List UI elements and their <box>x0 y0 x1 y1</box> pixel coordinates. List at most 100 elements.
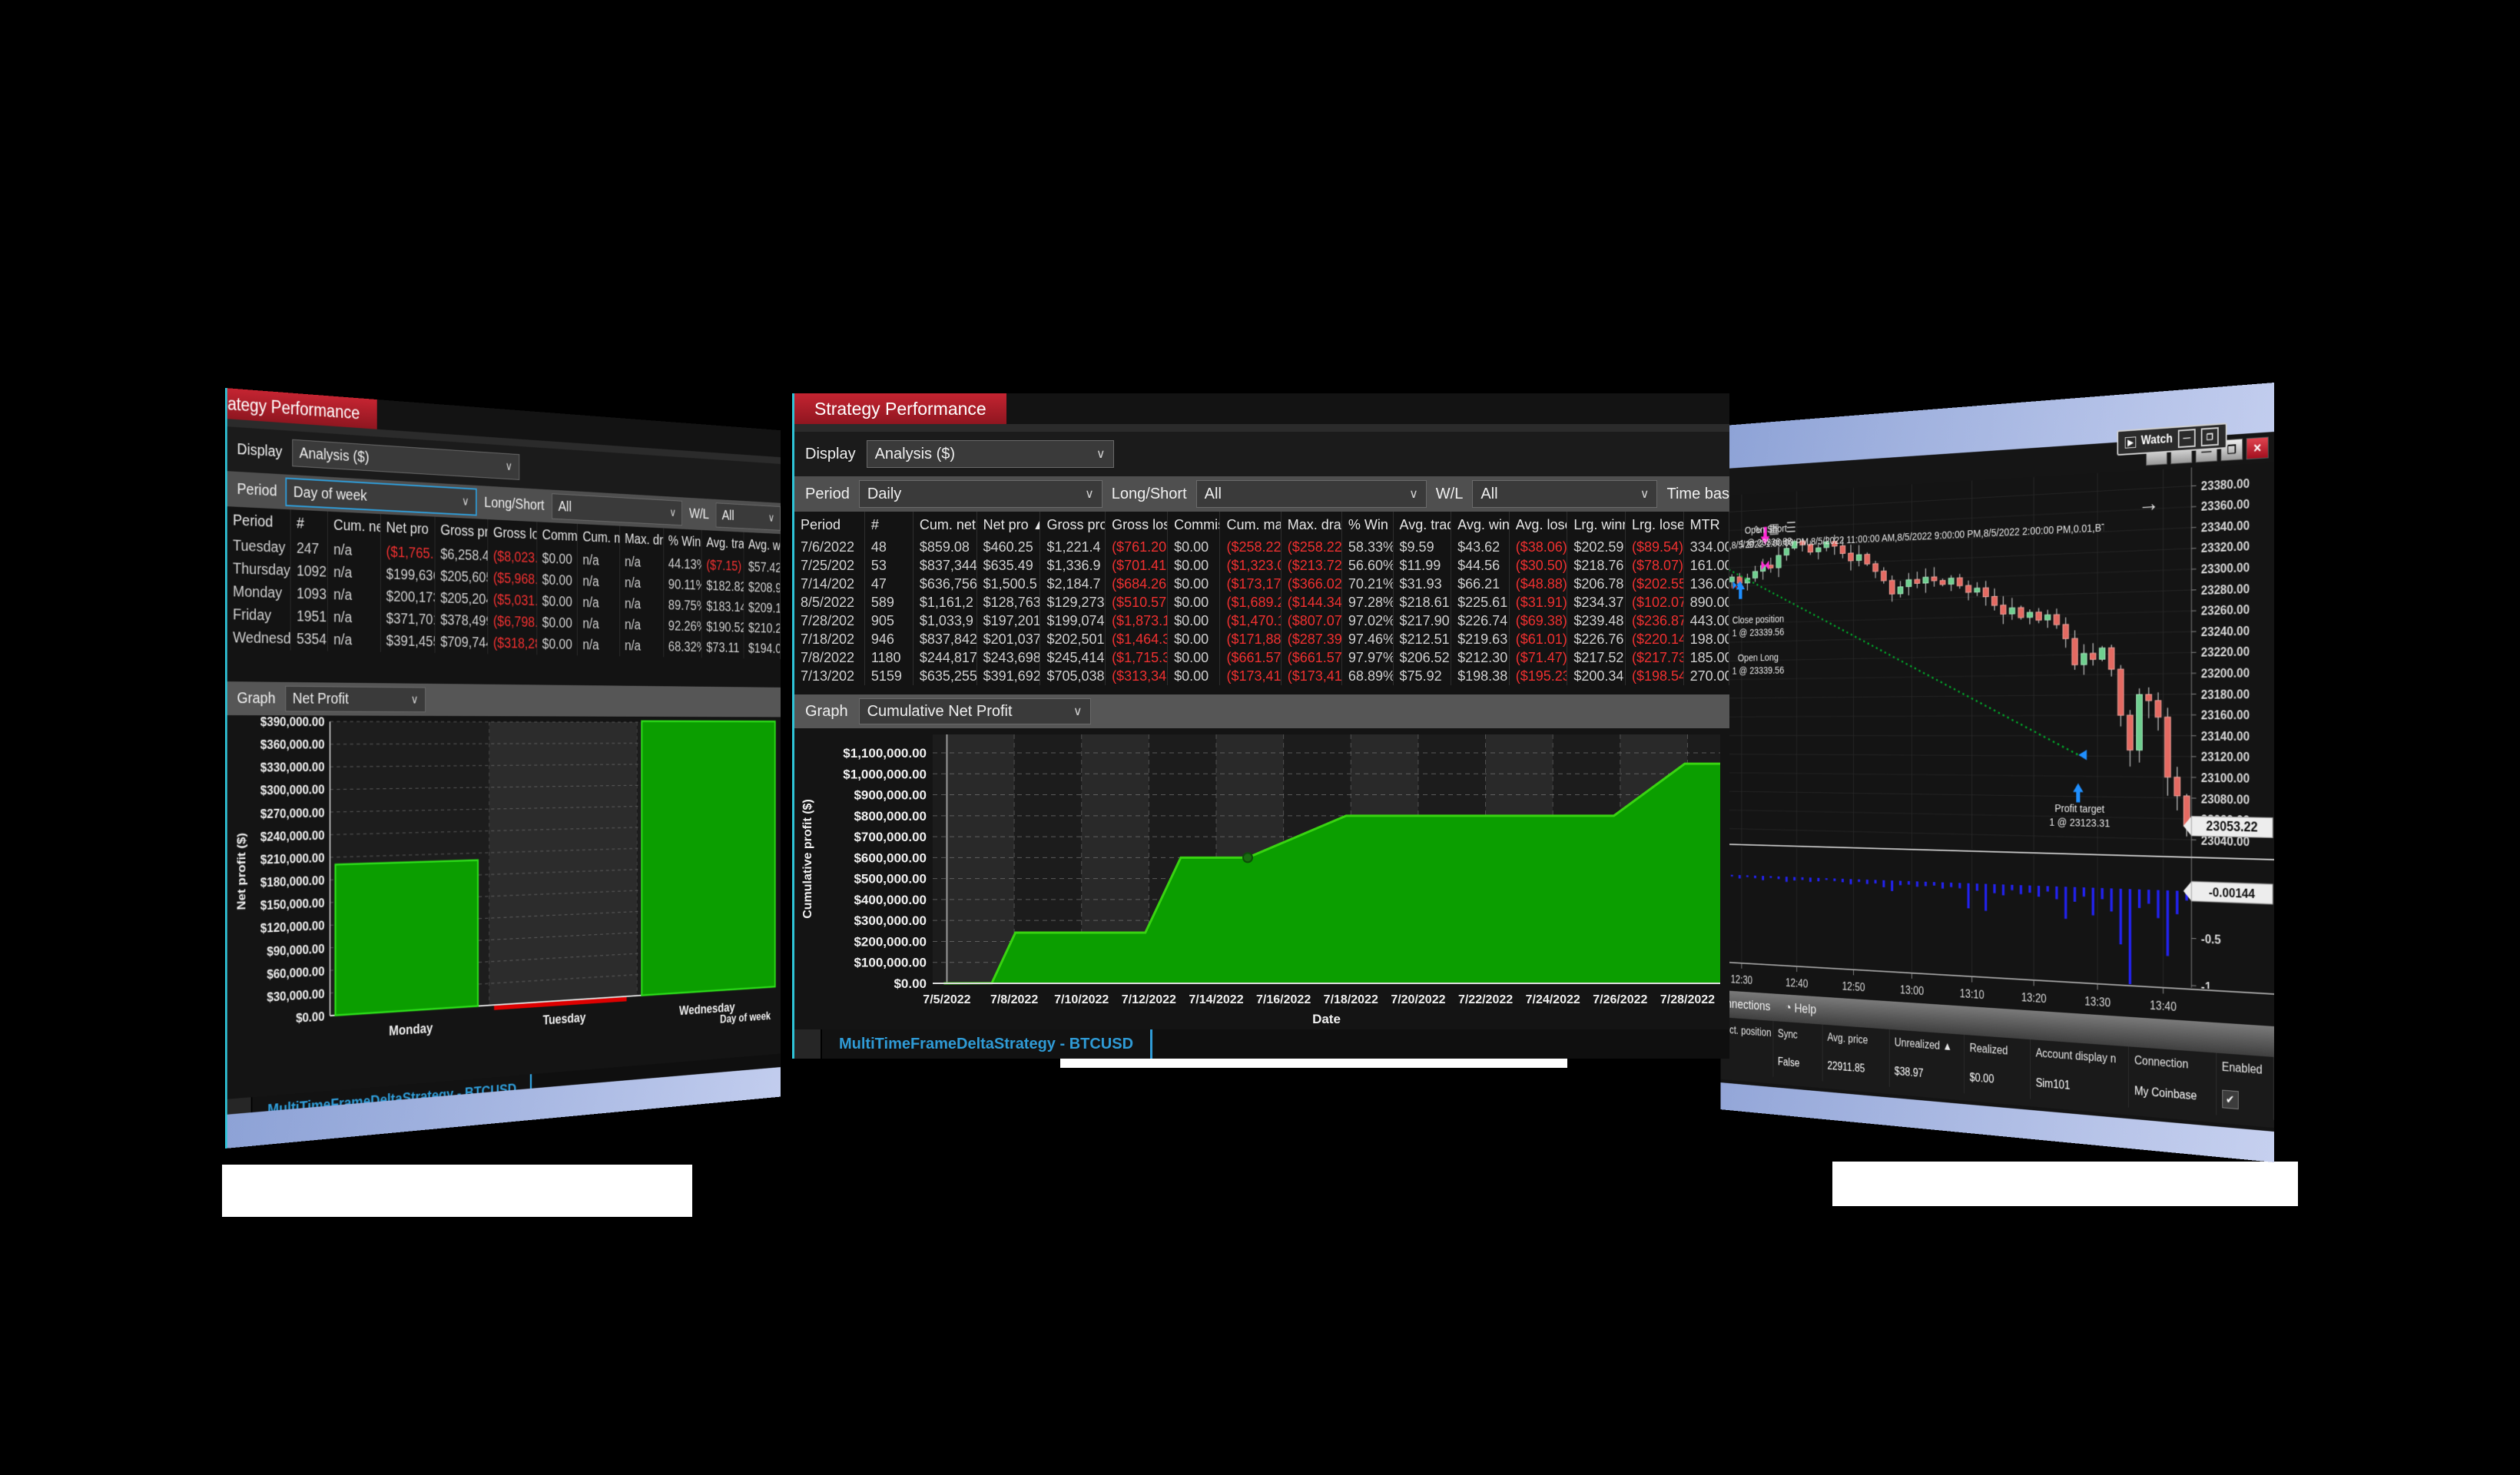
column-header[interactable]: Net pro ▲ <box>380 514 436 543</box>
table-cell: ($701.41 <box>1106 556 1169 575</box>
column-header[interactable]: Max. draw <box>619 525 664 553</box>
table-row[interactable]: 7/6/2022 48 $859.08 $460.25 $1,221.4 ($761.20… <box>794 538 1729 556</box>
profit-target-label: Profit target 1 @ 23123.31 <box>2028 801 2131 831</box>
table-cell: n/a <box>619 593 664 616</box>
net-profit-chart-svg: $390,000.00 $360,000.00 $330,000.00 $300,00… <box>235 715 781 1039</box>
column-header[interactable]: Avg. winn <box>744 532 781 559</box>
table-cell: $218.76 <box>1567 556 1626 575</box>
table-row[interactable]: 7/14/202 47 $636,756 $1,500.5 $2,184.7 ($684.… <box>794 575 1729 593</box>
table-cell: ($1,464.3 <box>1106 630 1169 648</box>
table-row[interactable]: 7/8/2022 1180 $244,817 $243,698 $245,414 ($1,… <box>794 648 1729 667</box>
graph-type-select[interactable]: Net Profit ∨ <box>285 685 426 713</box>
help-menu[interactable]: ◔ Help <box>1785 1000 1817 1018</box>
table-cell: ($1,765.1 <box>380 540 436 565</box>
column-header[interactable]: # <box>865 512 914 538</box>
column-header[interactable]: Sync <box>1773 1020 1823 1051</box>
delta-bar <box>1865 879 1868 884</box>
wl-select[interactable]: All ∨ <box>1472 480 1658 508</box>
delta-bar <box>1975 883 1978 891</box>
column-header[interactable]: MTR <box>1684 512 1729 538</box>
display-select[interactable]: Analysis ($) ∨ <box>291 439 519 480</box>
y-tick-label: $0.00 <box>296 1009 324 1026</box>
column-header[interactable]: Cum. net <box>914 512 977 538</box>
column-header[interactable]: # <box>290 509 329 539</box>
table-row[interactable]: 7/18/202 946 $837,842 $201,037 $202,501 ($1,4… <box>794 630 1729 648</box>
column-header[interactable]: Lrg. winn <box>1567 512 1626 538</box>
titlebar[interactable]: Strategy Performance <box>794 393 1729 424</box>
display-select[interactable]: Analysis ($) ∨ <box>866 440 1114 468</box>
table-cell: $194.03 <box>744 638 781 660</box>
delta-bar <box>1809 877 1812 883</box>
table-cell: n/a <box>578 592 620 615</box>
column-header[interactable]: Period <box>227 506 291 537</box>
wl-label: W/L <box>1435 485 1464 502</box>
column-header[interactable]: Commiss <box>537 522 579 550</box>
time-axis-svg: 12:30 12:40 12:50 13:00 13:10 13:20 13:30 13:40 <box>1720 960 2274 1014</box>
table-row[interactable]: 7/25/202 53 $837,344 $635.49 $1,336.9 ($701.4… <box>794 556 1729 575</box>
table-row[interactable]: 8/5/2022 589 $1,161,2 $128,763 $129,273 ($510… <box>794 593 1729 612</box>
go-to-end-icon[interactable]: → <box>2137 489 2160 517</box>
column-header[interactable]: Gross los <box>488 519 538 548</box>
column-header[interactable]: Gross pro <box>435 516 489 545</box>
column-header[interactable]: % Win <box>1342 512 1394 538</box>
close-icon[interactable]: ✕ <box>2246 436 2269 460</box>
period-label: Period <box>805 485 850 502</box>
table-cell: n/a <box>619 614 664 637</box>
table-cell: $837,842 <box>914 630 977 648</box>
column-header[interactable]: Commiss <box>1168 512 1221 538</box>
period-select[interactable]: Day of week ∨ <box>285 477 477 516</box>
column-header[interactable]: Enabled <box>2216 1052 2274 1086</box>
table-cell: $0.00 <box>1168 556 1221 575</box>
column-header[interactable]: Gross los <box>1106 512 1169 538</box>
graph-type-select[interactable]: Cumulative Net Profit ∨ <box>858 698 1091 724</box>
column-header[interactable]: Net pro ▲ <box>977 512 1041 538</box>
column-header[interactable]: Gross pro <box>1040 512 1106 538</box>
open-long-label-line: 1 @ 23339.56 <box>1732 665 1785 678</box>
y-tick-label: $300,000.00 <box>260 783 325 798</box>
candle-down <box>2072 638 2078 665</box>
column-header[interactable]: Avg. loser <box>1510 512 1568 538</box>
delta-bar <box>1984 883 1988 911</box>
delta-bar <box>1793 877 1796 881</box>
column-header[interactable]: Lrg. loser <box>1626 512 1684 538</box>
column-header[interactable]: % Win <box>663 528 702 555</box>
table-cell: ($173,41 <box>1220 667 1282 685</box>
table-cell: ($8,023.6 <box>488 545 538 569</box>
longshort-select[interactable]: All ∨ <box>1195 480 1427 508</box>
candle-up <box>2009 608 2014 614</box>
minimize-icon[interactable]: — <box>2177 429 2196 449</box>
display-select-value: Analysis ($) <box>299 444 370 466</box>
column-header[interactable]: Period <box>794 512 865 538</box>
longshort-select[interactable]: All ∨ <box>551 493 683 526</box>
table-cell: ($173,17 <box>1220 575 1282 593</box>
table-cell: $38.97 <box>1889 1056 1965 1094</box>
table-cell: $245,414 <box>1040 648 1106 667</box>
restore-icon[interactable]: ❐ <box>2200 426 2219 447</box>
table-cell: $837,344 <box>914 556 977 575</box>
column-header[interactable]: Cum. net <box>328 511 381 541</box>
tab-strategy[interactable]: MultiTimeFrameDeltaStrategy - BTCUSD <box>822 1029 1153 1059</box>
column-header[interactable]: Cum. ma <box>578 523 620 552</box>
delta-bar <box>2147 890 2150 904</box>
table-row[interactable]: 7/28/202 905 $1,033,9 $197,201 $199,074 ($1,8… <box>794 612 1729 630</box>
price-tick-label: 23100.00 <box>2201 771 2250 786</box>
table-cell: $239.48 <box>1567 612 1626 630</box>
x-tick-label: 7/8/2022 <box>990 993 1038 1006</box>
column-header[interactable]: Cum. ma <box>1220 512 1282 538</box>
column-header[interactable]: Avg. winn <box>1451 512 1510 538</box>
x-tick-label: 7/10/2022 <box>1054 993 1109 1006</box>
delta-bar <box>1993 883 1996 893</box>
graph-type-value: Net Profit <box>292 690 349 708</box>
column-header[interactable]: Avg. trade <box>1394 512 1452 538</box>
table-cell: ($48.88) <box>1510 575 1568 593</box>
column-header[interactable]: Max. draw <box>1282 512 1342 538</box>
period-select[interactable]: Daily ∨ <box>858 480 1102 508</box>
enabled-checkbox[interactable]: ✔ <box>2221 1089 2239 1110</box>
column-header[interactable]: Avg. trade <box>701 529 744 557</box>
wl-select[interactable]: All ∨ <box>715 502 781 531</box>
table-cell: 198.00 <box>1684 630 1729 648</box>
table-cell: $129,273 <box>1040 593 1106 612</box>
table-cell: 7/6/2022 <box>794 538 865 556</box>
table-cell: $128,763 <box>977 593 1041 612</box>
table-row[interactable]: 7/13/202 5159 $635,255 $391,692 $705,038 ($31… <box>794 667 1729 685</box>
